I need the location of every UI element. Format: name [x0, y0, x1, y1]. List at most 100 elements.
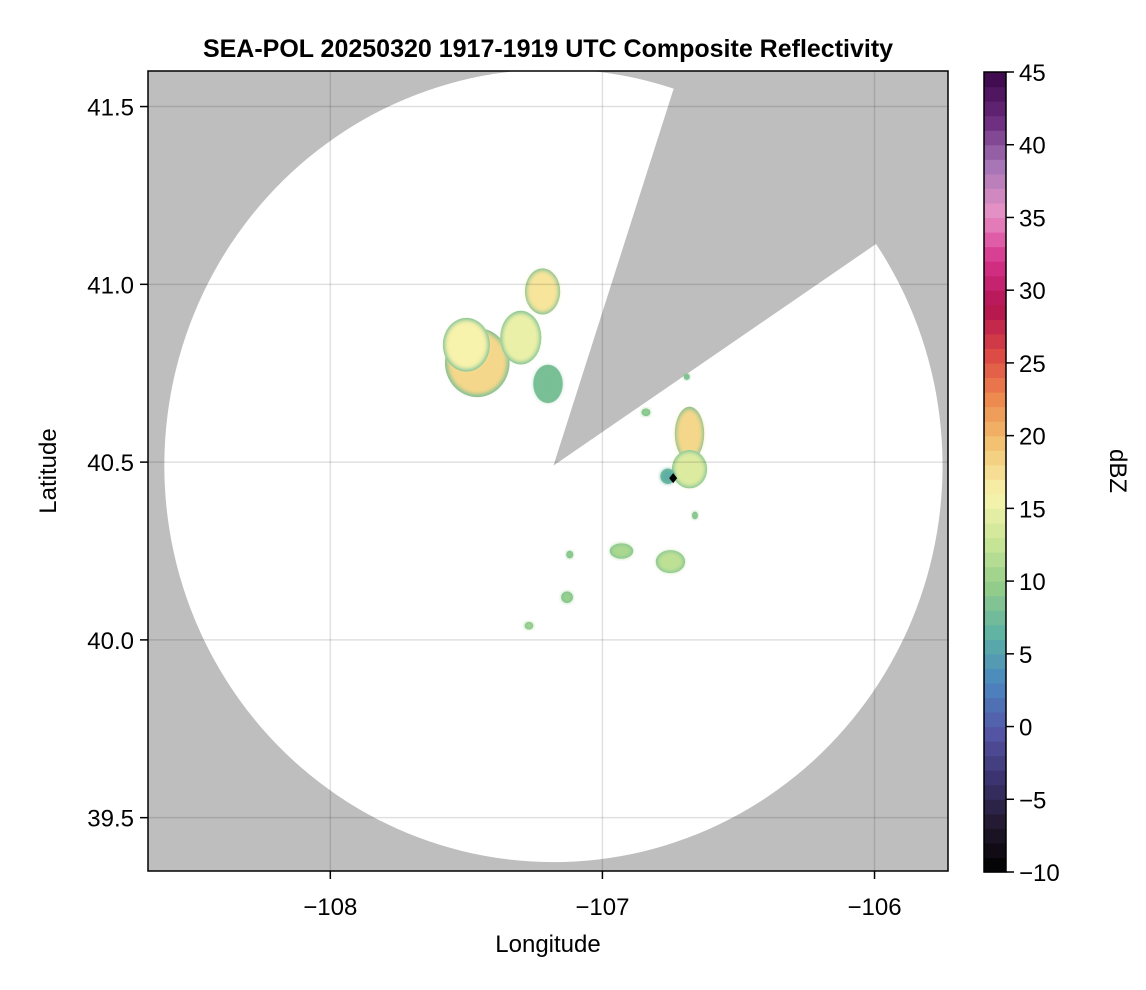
plot-frame — [147, 70, 949, 872]
echo-cell — [610, 543, 633, 559]
colorbar-segment — [984, 697, 1006, 713]
colorbar-segment — [984, 392, 1006, 408]
colorbar-segment — [984, 610, 1006, 626]
x-tick-label: −107 — [575, 894, 629, 921]
y-axis-label: Latitude — [35, 428, 62, 513]
colorbar-label: dBZ — [1104, 449, 1131, 493]
echo-cell — [561, 591, 573, 603]
colorbar-segment — [984, 115, 1006, 131]
colorbar-segment — [984, 653, 1006, 669]
gridlines — [148, 71, 948, 871]
colorbar-segment — [984, 857, 1006, 873]
colorbar-tick-label: 25 — [1019, 351, 1046, 378]
echo-cell — [641, 408, 651, 416]
colorbar-segment — [984, 275, 1006, 291]
colorbar-segment — [984, 493, 1006, 509]
colorbar-tick-label: −5 — [1019, 787, 1046, 814]
colorbar-segment — [984, 799, 1006, 815]
echo-cell — [534, 366, 562, 402]
x-tick-label: −108 — [303, 894, 357, 921]
colorbar-segment — [984, 726, 1006, 742]
colorbar-segment — [984, 232, 1006, 248]
colorbar-segment — [984, 464, 1006, 480]
colorbar-segment — [984, 202, 1006, 219]
colorbar-tick-label: 5 — [1019, 642, 1032, 669]
colorbar-segment — [984, 377, 1006, 393]
colorbar-segment — [984, 188, 1006, 204]
colorbar-segment — [984, 508, 1006, 524]
colorbar-segment — [984, 319, 1006, 335]
colorbar-tick-label: 20 — [1019, 424, 1046, 451]
colorbar-segment — [984, 173, 1006, 189]
x-tick-label: −106 — [847, 894, 901, 921]
colorbar-segment — [984, 406, 1006, 422]
colorbar-segment — [984, 624, 1006, 640]
y-tick-label: 40.0 — [87, 628, 134, 655]
y-tick-label: 40.5 — [87, 450, 134, 477]
y-tick-label: 41.0 — [87, 272, 134, 299]
colorbar-segment — [984, 842, 1006, 859]
colorbar-segment — [984, 552, 1006, 568]
colorbar-segment — [984, 435, 1006, 451]
colorbar-tick-label: 15 — [1019, 496, 1046, 523]
colorbar-segment — [984, 348, 1006, 364]
y-tick-label: 39.5 — [87, 806, 134, 833]
echo-cell — [566, 551, 574, 559]
chart-title: SEA-POL 20250320 1917-1919 UTC Composite… — [203, 35, 893, 63]
colorbar-segment — [984, 537, 1006, 553]
x-axis: −108 −107 −106 — [303, 871, 902, 921]
y-axis: 39.5 40.0 40.5 41.0 41.5 — [87, 95, 148, 833]
colorbar-segment — [984, 712, 1006, 728]
x-axis-label: Longitude — [495, 931, 600, 958]
colorbar-segment — [984, 828, 1006, 844]
colorbar-segment — [984, 522, 1006, 539]
colorbar-segment — [984, 450, 1006, 466]
colorbar-segment — [984, 72, 1006, 88]
colorbar-tick-label: 40 — [1019, 133, 1046, 160]
colorbar-frame — [983, 71, 1007, 873]
echo-cell — [692, 511, 698, 519]
colorbar-segment — [984, 144, 1006, 160]
colorbar-segment — [984, 246, 1006, 262]
colorbar-segment — [984, 479, 1006, 495]
y-tick-label: 41.5 — [87, 95, 134, 122]
colorbar: −10 −5 0 5 10 15 20 25 30 35 40 45 — [983, 60, 1060, 887]
colorbar-segment — [984, 755, 1006, 771]
colorbar-segment — [984, 421, 1006, 437]
colorbar-segment — [984, 784, 1006, 800]
echo-cell — [524, 622, 534, 630]
colorbar-segment — [984, 159, 1006, 175]
colorbar-segment — [984, 741, 1006, 757]
colorbar-segment — [984, 595, 1006, 611]
colorbar-segment — [984, 217, 1006, 233]
echo-cell — [526, 270, 559, 313]
colorbar-segment — [984, 290, 1006, 306]
colorbar-segment — [984, 86, 1006, 102]
colorbar-tick-label: 0 — [1019, 715, 1032, 742]
colorbar-tick-label: 35 — [1019, 205, 1046, 232]
colorbar-tick-label: 30 — [1019, 278, 1046, 305]
colorbar-segment — [984, 813, 1006, 829]
colorbar-tick-label: 10 — [1019, 569, 1046, 596]
radar-site-marker — [669, 473, 678, 484]
colorbar-tick-label: −10 — [1019, 860, 1060, 887]
colorbar-segment — [984, 333, 1006, 349]
plot-area — [148, 71, 948, 871]
echo-cell — [684, 373, 690, 380]
colorbar-segment — [984, 261, 1006, 277]
echo-cell — [501, 312, 540, 363]
colorbar-segment — [984, 101, 1006, 117]
colorbar-segment — [984, 770, 1006, 786]
echo-cell — [673, 451, 706, 487]
colorbar-segment — [984, 581, 1006, 597]
echo-cell — [656, 551, 685, 573]
echo-cell — [444, 319, 489, 370]
colorbar-segment — [984, 682, 1006, 699]
colorbar-segment — [984, 639, 1006, 655]
echo-cell — [675, 408, 704, 459]
radar-coverage-area — [164, 71, 943, 863]
colorbar-segment — [984, 566, 1006, 582]
colorbar-segment — [984, 130, 1006, 146]
colorbar-segment — [984, 668, 1006, 684]
